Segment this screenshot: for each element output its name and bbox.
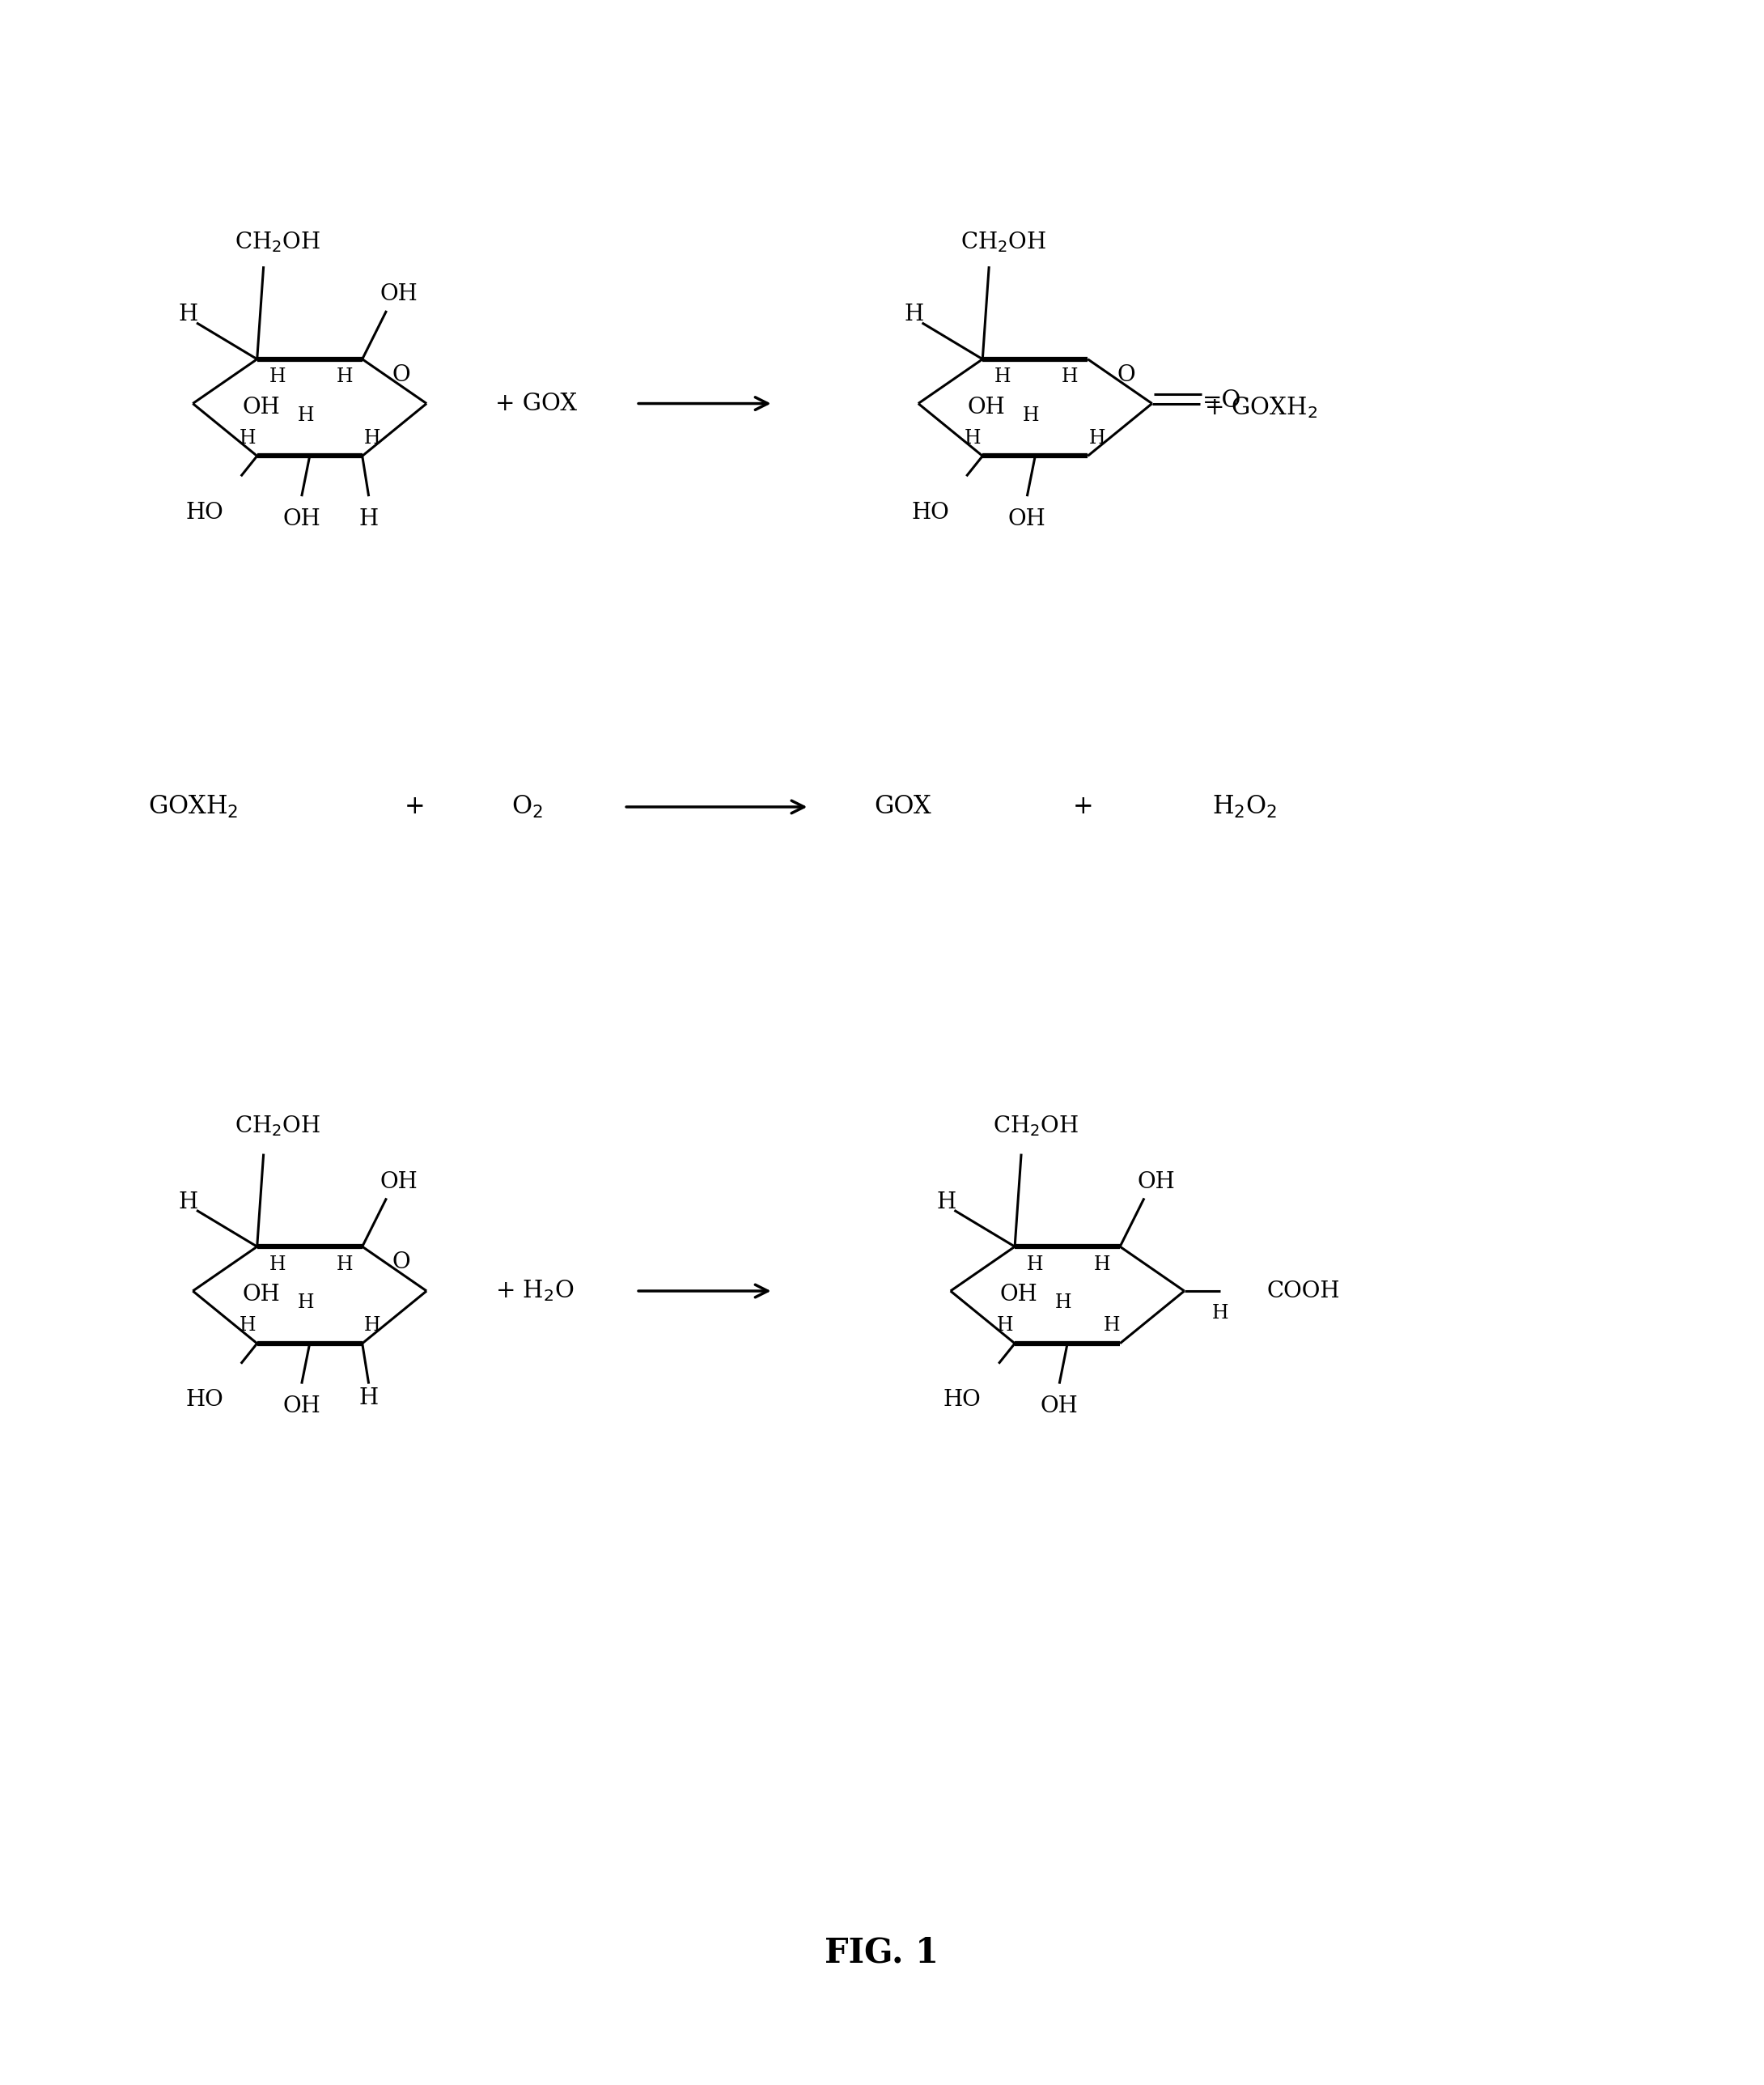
Text: H: H [358, 509, 379, 530]
Text: H: H [1023, 407, 1039, 425]
Text: H: H [298, 407, 314, 425]
Text: =O: =O [1203, 390, 1242, 411]
Text: + H$_2$O: + H$_2$O [496, 1278, 573, 1303]
Text: OH: OH [282, 1395, 321, 1418]
Text: H: H [1027, 1255, 1043, 1274]
Text: CH$_2$OH: CH$_2$OH [235, 229, 321, 254]
Text: H: H [268, 1255, 286, 1274]
Text: H: H [363, 1316, 381, 1334]
Text: OH: OH [242, 396, 280, 419]
Text: CH$_2$OH: CH$_2$OH [961, 229, 1046, 254]
Text: H: H [1062, 367, 1078, 386]
Text: H: H [337, 367, 353, 386]
Text: OH: OH [1138, 1172, 1175, 1193]
Text: OH: OH [1041, 1395, 1078, 1418]
Text: H$_2$O$_2$: H$_2$O$_2$ [1212, 794, 1277, 819]
Text: H: H [1055, 1295, 1073, 1311]
Text: +: + [1073, 794, 1094, 819]
Text: OH: OH [282, 509, 321, 530]
Text: OH: OH [968, 396, 1005, 419]
Text: H: H [178, 304, 198, 325]
Text: H: H [937, 1191, 956, 1213]
Text: + GOXH$_2$: + GOXH$_2$ [1205, 394, 1318, 419]
Text: +: + [404, 794, 425, 819]
Text: H: H [363, 430, 381, 448]
Text: H: H [995, 367, 1011, 386]
Text: O: O [1117, 365, 1136, 386]
Text: + GOX: + GOX [496, 392, 577, 415]
Text: GOXH$_2$: GOXH$_2$ [148, 794, 238, 819]
Text: O: O [392, 365, 409, 386]
Text: H: H [965, 430, 981, 448]
Text: HO: HO [185, 502, 224, 523]
Text: OH: OH [379, 1172, 418, 1193]
Text: CH$_2$OH: CH$_2$OH [235, 1113, 321, 1138]
Text: H: H [1212, 1305, 1230, 1322]
Text: CH$_2$OH: CH$_2$OH [993, 1113, 1080, 1138]
Text: GOX: GOX [873, 794, 931, 819]
Text: H: H [358, 1387, 379, 1409]
Text: H: H [905, 304, 924, 325]
Text: HO: HO [944, 1389, 981, 1412]
Text: H: H [178, 1191, 198, 1213]
Text: H: H [1094, 1255, 1111, 1274]
Text: H: H [997, 1316, 1014, 1334]
Text: OH: OH [1000, 1284, 1037, 1305]
Text: OH: OH [379, 284, 418, 306]
Text: OH: OH [1009, 509, 1046, 530]
Text: O$_2$: O$_2$ [512, 794, 543, 819]
Text: HO: HO [185, 1389, 224, 1412]
Text: HO: HO [912, 502, 949, 523]
Text: O: O [392, 1251, 409, 1274]
Text: H: H [268, 367, 286, 386]
Text: OH: OH [242, 1284, 280, 1305]
Text: H: H [298, 1295, 314, 1311]
Text: H: H [240, 1316, 256, 1334]
Text: H: H [240, 430, 256, 448]
Text: FIG. 1: FIG. 1 [826, 1935, 938, 1970]
Text: H: H [1088, 430, 1106, 448]
Text: H: H [337, 1255, 353, 1274]
Text: COOH: COOH [1267, 1280, 1339, 1301]
Text: H: H [1104, 1316, 1120, 1334]
